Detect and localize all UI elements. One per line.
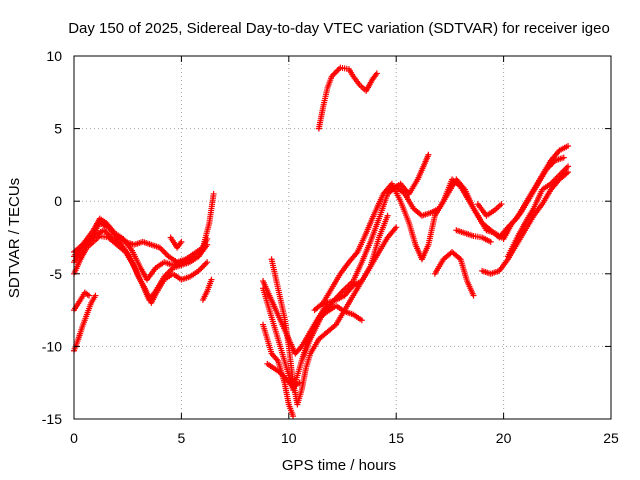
series-track-05 <box>71 289 93 314</box>
x-axis-label: GPS time / hours <box>282 457 396 474</box>
data-point-marker <box>487 238 494 245</box>
series-track-15 <box>311 154 567 314</box>
series-track-17 <box>388 151 432 197</box>
x-tick-label: 0 <box>70 430 78 446</box>
series-track-11 <box>268 212 391 408</box>
y-tick-label: 10 <box>46 48 62 64</box>
data-point-marker <box>565 163 572 170</box>
data-point-marker <box>384 212 391 219</box>
data-point-marker <box>296 379 303 386</box>
series-track-08 <box>167 234 185 251</box>
x-tick-label: 10 <box>281 430 297 446</box>
series-track-22 <box>504 163 572 260</box>
data-point-marker <box>562 166 569 173</box>
series-track-21 <box>474 201 505 219</box>
data-point-marker <box>202 260 209 267</box>
data-point-marker <box>161 249 168 256</box>
plot-frame <box>73 55 612 420</box>
data-point-marker <box>393 224 400 231</box>
y-tick-label: 5 <box>54 121 62 137</box>
chart-title: Day 150 of 2025, Sidereal Day-to-day VTE… <box>68 20 610 37</box>
data-point-marker <box>563 164 570 171</box>
data-point-marker <box>208 276 215 283</box>
y-tick-label: -5 <box>50 266 63 282</box>
data-point-marker <box>198 264 205 271</box>
data-point-marker <box>425 151 432 158</box>
y-tick-label: -15 <box>42 411 62 427</box>
data-point-marker <box>565 169 572 176</box>
x-tick-label: 25 <box>603 430 619 446</box>
data-point-marker <box>166 267 173 274</box>
data-point-marker <box>199 263 206 270</box>
data-point-marker <box>92 292 99 299</box>
y-axis-label: SDTVAR / TECUs <box>6 178 23 298</box>
data-point-marker <box>565 143 572 150</box>
data-point-marker <box>102 228 109 235</box>
data-point-marker <box>373 70 380 77</box>
axis-ticks <box>73 55 612 420</box>
data-point-marker <box>204 259 211 266</box>
data-point-marker <box>210 190 217 197</box>
data-point-marker <box>159 247 166 254</box>
data-point-marker <box>162 250 169 257</box>
data-point-marker <box>290 413 297 420</box>
series-track-13 <box>264 360 303 391</box>
x-tick-label: 20 <box>496 430 512 446</box>
data-point-marker <box>333 68 340 75</box>
x-tick-label: 5 <box>178 430 186 446</box>
y-tick-label: -10 <box>42 338 62 354</box>
data-point-marker <box>86 292 93 299</box>
tick-labels: 0 5 10 15 20 25 -15 -10 -5 0 5 10 <box>42 48 619 446</box>
y-tick-label: 0 <box>54 193 62 209</box>
data-point-marker <box>358 317 365 324</box>
data-point-marker <box>178 238 185 245</box>
series-track-07 <box>199 276 215 303</box>
x-tick-label: 15 <box>388 430 404 446</box>
series-track-18 <box>431 249 477 299</box>
series-track-14 <box>298 143 572 364</box>
series-track-03 <box>71 227 211 306</box>
data-points <box>71 64 572 420</box>
gridlines <box>74 56 611 419</box>
data-point-marker <box>204 235 211 242</box>
series-track-20 <box>453 227 494 245</box>
data-point-marker <box>560 154 567 161</box>
data-point-marker <box>331 70 338 77</box>
series-track-06 <box>71 292 99 354</box>
series-track-04 <box>71 215 211 283</box>
data-point-marker <box>335 66 342 73</box>
data-point-marker <box>201 262 208 269</box>
series-track-16 <box>315 64 380 132</box>
data-point-marker <box>498 201 505 208</box>
data-point-marker <box>470 292 477 299</box>
